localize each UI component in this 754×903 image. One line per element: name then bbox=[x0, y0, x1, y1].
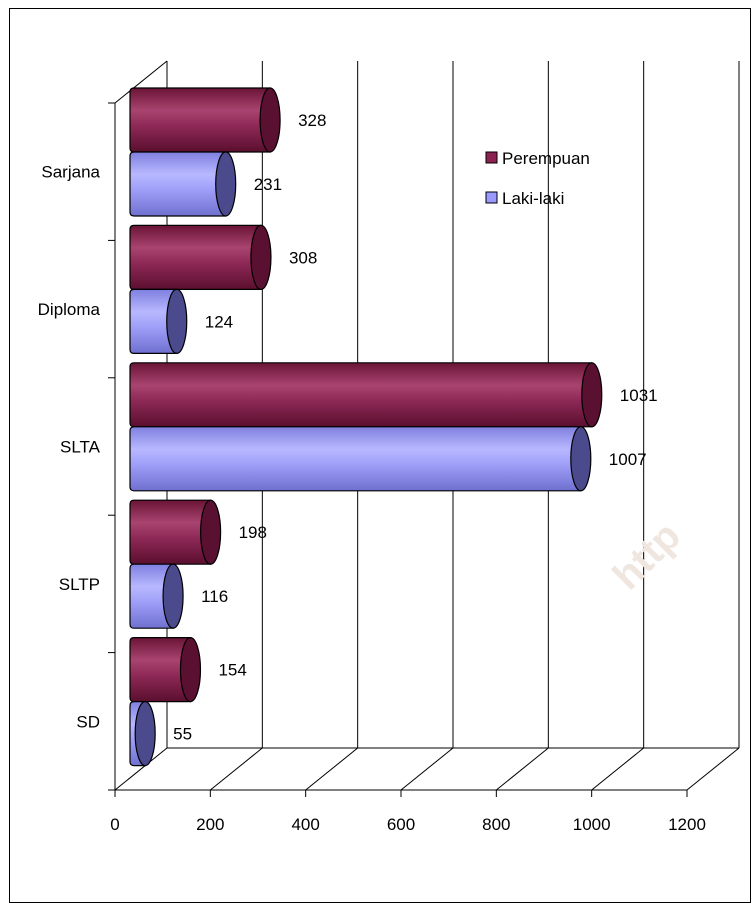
x-tick-label: 800 bbox=[482, 815, 510, 834]
data-label: 1031 bbox=[620, 386, 658, 405]
data-label: 308 bbox=[289, 248, 317, 267]
bar-body bbox=[129, 224, 262, 290]
legend-swatch-laki-laki bbox=[485, 191, 498, 204]
category-label: Diploma bbox=[38, 300, 101, 319]
bar-body bbox=[129, 426, 582, 492]
bar-perempuan-sd bbox=[129, 636, 202, 703]
bar-body bbox=[129, 499, 212, 565]
category-label: Sarjana bbox=[41, 163, 100, 182]
bar-perempuan-diploma bbox=[129, 224, 272, 290]
legend-swatch-perempuan bbox=[485, 151, 498, 164]
bar-laki-laki-diploma bbox=[129, 288, 188, 354]
floor-depth-line bbox=[496, 747, 549, 791]
legend-label-laki-laki: Laki-laki bbox=[502, 189, 564, 208]
bar-cap bbox=[166, 288, 188, 354]
bars bbox=[129, 87, 603, 767]
data-label: 124 bbox=[205, 312, 233, 331]
x-tick-label: 200 bbox=[196, 815, 224, 834]
floor-depth-line bbox=[591, 747, 644, 791]
bar-perempuan-sltp bbox=[129, 499, 222, 565]
bar-laki-laki-sd bbox=[129, 700, 156, 767]
floor-depth-line bbox=[305, 747, 358, 791]
y-axis: Sarjana Diploma SLTA SLTP SD bbox=[38, 102, 116, 791]
floor-depth-line bbox=[114, 747, 168, 791]
x-tick-label: 1200 bbox=[668, 815, 706, 834]
bar-body bbox=[129, 362, 593, 428]
bar-cap bbox=[200, 499, 222, 565]
data-label: 1007 bbox=[609, 450, 647, 469]
bar-laki-laki-sltp bbox=[129, 563, 184, 629]
x-tick-label: 400 bbox=[291, 815, 319, 834]
bar-cap bbox=[179, 636, 202, 703]
bar-cap bbox=[215, 151, 237, 217]
legend: Perempuan Laki-laki bbox=[485, 149, 590, 208]
data-label: 55 bbox=[173, 725, 192, 744]
wall-top-depth-edge bbox=[114, 60, 168, 104]
bar-perempuan-sarjana bbox=[129, 87, 281, 153]
bar-cap bbox=[259, 87, 281, 153]
bar-cap bbox=[162, 563, 184, 629]
data-label: 198 bbox=[239, 523, 267, 542]
data-labels: 328 231 308 124 1031 1007 198 116 154 55 bbox=[173, 111, 657, 744]
category-label: SLTA bbox=[60, 438, 101, 457]
watermark: http bbox=[605, 514, 690, 599]
bar-laki-laki-sarjana bbox=[129, 151, 237, 217]
x-tick-label: 1000 bbox=[573, 815, 611, 834]
legend-label-perempuan: Perempuan bbox=[502, 149, 590, 168]
x-tick-label: 600 bbox=[387, 815, 415, 834]
bar-cap bbox=[134, 700, 156, 767]
category-label: SLTP bbox=[59, 575, 100, 594]
bar-cap bbox=[581, 362, 603, 428]
data-label: 231 bbox=[254, 175, 282, 194]
x-axis: 0 200 400 600 800 1000 1200 bbox=[110, 789, 706, 834]
bar-cap bbox=[570, 426, 592, 492]
x-tick-label: 0 bbox=[110, 815, 119, 834]
category-label: SD bbox=[76, 712, 100, 731]
data-label: 116 bbox=[201, 587, 228, 606]
bar-perempuan-slta bbox=[129, 362, 603, 428]
floor-depth-line bbox=[400, 747, 454, 791]
bar-body bbox=[129, 151, 227, 217]
floor-depth-line bbox=[210, 747, 263, 791]
data-label: 154 bbox=[218, 661, 246, 680]
bar-laki-laki-slta bbox=[129, 426, 592, 492]
data-label: 328 bbox=[298, 111, 326, 130]
bar-cap bbox=[250, 224, 272, 290]
bar-body bbox=[129, 87, 271, 153]
floor-depth-line bbox=[686, 747, 740, 791]
